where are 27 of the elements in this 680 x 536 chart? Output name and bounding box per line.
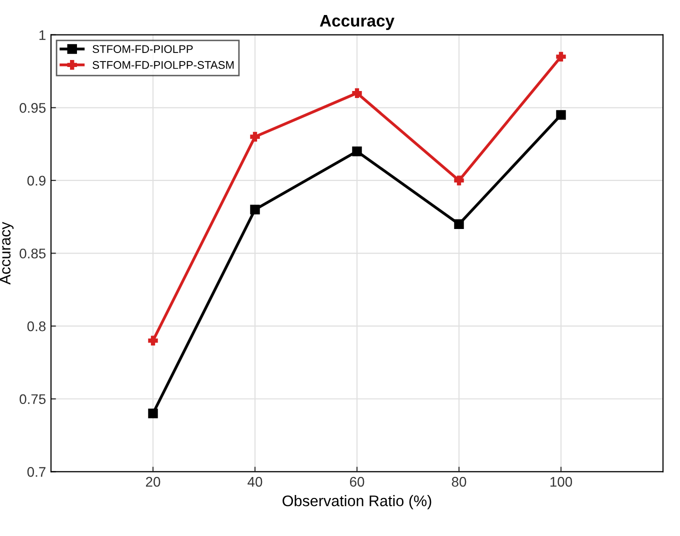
y-tick-label: 0.8 — [27, 321, 46, 332]
y-tick-label: 0.7 — [27, 467, 46, 477]
point — [250, 204, 260, 214]
point — [250, 132, 260, 142]
legend-label: STFOM-FD-PIOLPP — [92, 45, 193, 53]
x-tick-label: 80 — [452, 476, 466, 487]
y-tick-label: 1 — [39, 30, 46, 40]
point — [454, 219, 464, 229]
x-tick-label: 100 — [550, 476, 572, 487]
point — [556, 110, 566, 120]
y-tick-label: 0.85 — [20, 248, 46, 258]
y-tick-label: 0.95 — [20, 102, 46, 113]
point — [556, 52, 566, 62]
x-tick-label: 40 — [248, 476, 262, 487]
x-tick-label: 60 — [350, 476, 364, 487]
point — [148, 336, 158, 346]
point — [454, 176, 464, 186]
y-tick-label: 0.9 — [27, 176, 46, 186]
x-axis-title: Observation Ratio (%) — [282, 495, 432, 510]
chart-title: Accuracy — [320, 15, 394, 30]
point — [148, 408, 158, 418]
legend-label: STFOM-FD-PIOLPP-STASM — [92, 61, 234, 69]
point — [352, 88, 362, 98]
x-tick-label: 20 — [146, 476, 160, 487]
y-tick-label: 0.75 — [20, 394, 46, 404]
point — [352, 146, 362, 156]
y-axis-title: Accuracy — [0, 222, 14, 285]
